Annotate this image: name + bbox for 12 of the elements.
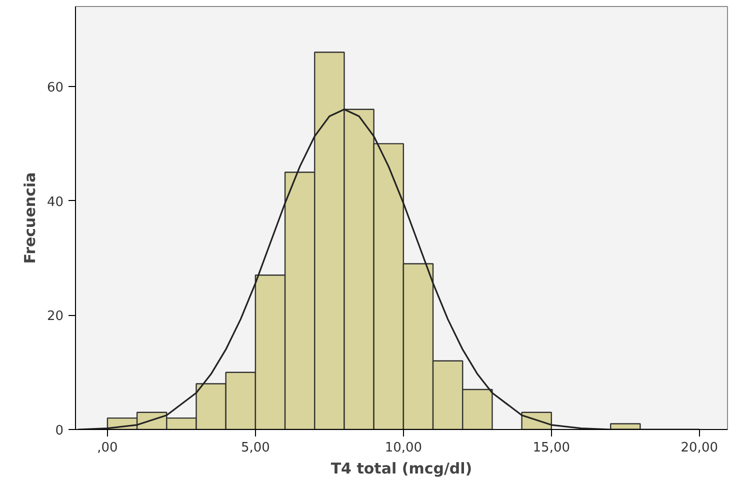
x-tick-label: ,00 [97,440,118,456]
y-tick-label: 40 [46,194,64,210]
y-axis-title: Frecuencia [20,172,39,264]
y-tick-label: 0 [55,424,64,438]
y-tick-label: 60 [46,80,64,96]
line-series [77,108,700,430]
y-tick-label: 20 [46,309,64,324]
x-tick-label: 15,00 [532,440,570,456]
x-tick-label: 20,00 [680,440,718,456]
x-tick-label: 5,00 [240,440,270,456]
x-tick-label: 10,00 [384,440,422,456]
x-axis-title: T4 total (mcg/dl) [330,460,472,478]
